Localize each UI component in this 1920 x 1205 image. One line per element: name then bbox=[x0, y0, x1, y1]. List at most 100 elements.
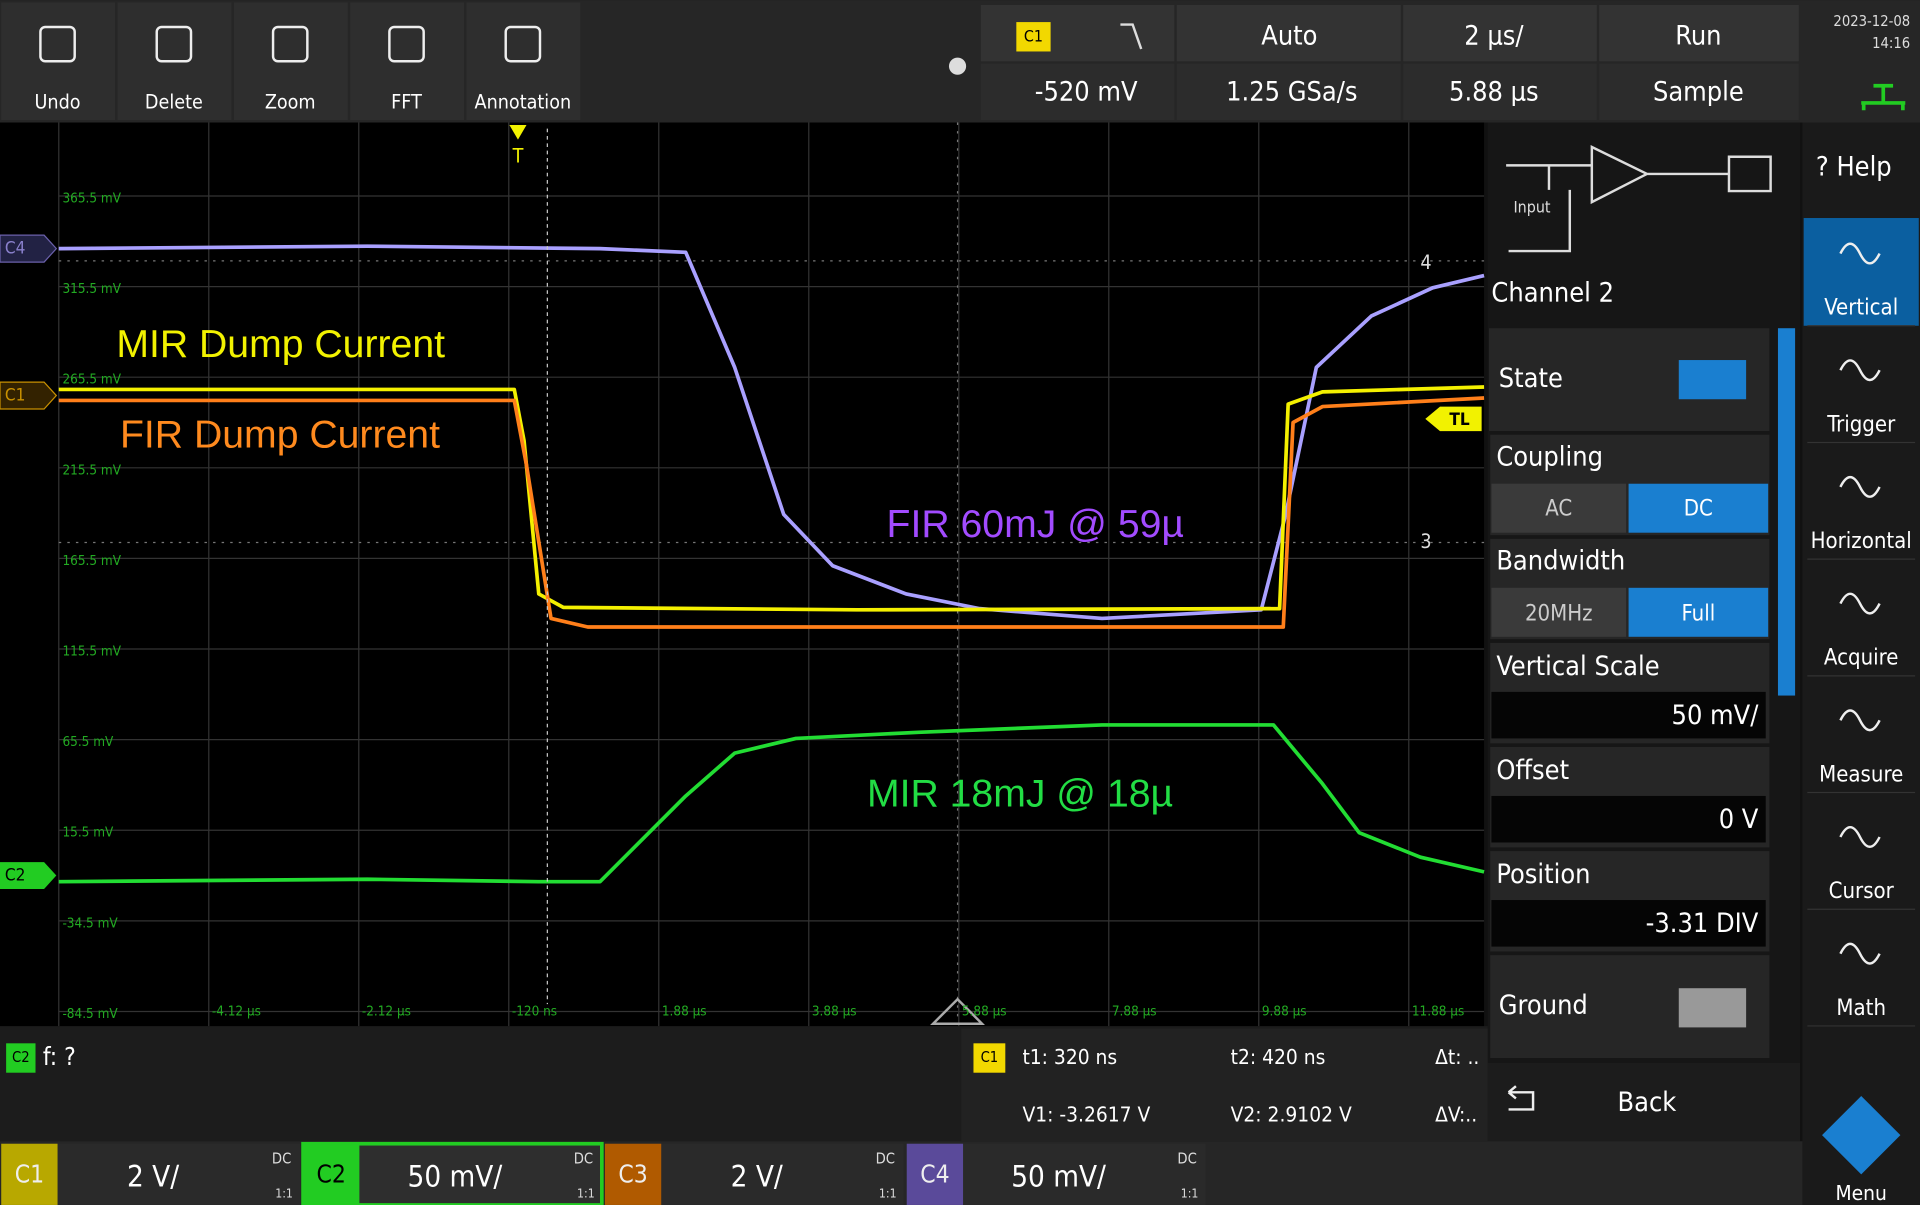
y-label: 65.5 mV bbox=[62, 735, 114, 750]
time-scale: 2 µs/ bbox=[1464, 20, 1524, 51]
cursor-value: V1: -3.2617 V bbox=[1022, 1103, 1150, 1127]
sidebar-item[interactable]: Trigger bbox=[1826, 412, 1896, 437]
measure-channel: C2 bbox=[12, 1049, 30, 1066]
back-label: Back bbox=[1618, 1087, 1677, 1118]
x-label: 3.88 µs bbox=[812, 1004, 857, 1019]
channel-ratio: 1:1 bbox=[879, 1186, 897, 1200]
settings-icon bbox=[949, 58, 966, 75]
y-label: 115.5 mV bbox=[62, 644, 121, 659]
button-label: Delete bbox=[145, 90, 203, 113]
menu-button[interactable]: Menu bbox=[1836, 1181, 1887, 1205]
cursor-value: Δt: .. bbox=[1435, 1045, 1479, 1069]
acquire-mode: Sample bbox=[1653, 77, 1744, 108]
option-label: AC bbox=[1545, 496, 1572, 521]
setting-label: Ground bbox=[1499, 990, 1588, 1021]
channel-coupling: DC bbox=[272, 1151, 291, 1168]
channel-ratio: 1:1 bbox=[275, 1186, 293, 1200]
button-label: Undo bbox=[35, 90, 81, 113]
channel-marker: C1 bbox=[5, 386, 26, 406]
channel-name: C3 bbox=[618, 1160, 647, 1189]
channel-coupling: DC bbox=[574, 1151, 593, 1168]
plot-area bbox=[0, 123, 1484, 1027]
channel-scale: 50 mV/ bbox=[1011, 1160, 1106, 1194]
sidebar-item[interactable]: Acquire bbox=[1824, 646, 1899, 671]
option-label: DC bbox=[1684, 496, 1713, 521]
annotation: MIR 18mJ @ 18µ bbox=[867, 772, 1173, 815]
channel-name: C2 bbox=[317, 1160, 346, 1189]
y-label: 15.5 mV bbox=[62, 826, 114, 841]
sidebar-item[interactable]: Horizontal bbox=[1811, 529, 1912, 554]
cursor-channel: C1 bbox=[981, 1049, 999, 1066]
reference-marker: 4 bbox=[1420, 251, 1431, 274]
x-label: 11.88 µs bbox=[1412, 1004, 1465, 1019]
date: 2023-12-08 bbox=[1833, 13, 1910, 30]
trigger-label: T bbox=[512, 144, 524, 167]
setting-label: Coupling bbox=[1496, 442, 1603, 473]
channel-marker: C2 bbox=[5, 866, 26, 886]
channel-ratio: 1:1 bbox=[577, 1186, 595, 1200]
ground-toggle[interactable] bbox=[1679, 988, 1746, 1027]
time: 14:16 bbox=[1872, 35, 1910, 52]
trigger-source: C1 bbox=[1024, 26, 1043, 45]
x-label: 5.88 µs bbox=[962, 1004, 1007, 1019]
x-label: 7.88 µs bbox=[1112, 1004, 1157, 1019]
cursor-value: t2: 420 ns bbox=[1231, 1045, 1326, 1069]
help-button[interactable]: ? Help bbox=[1816, 151, 1892, 182]
x-label: 1.88 µs bbox=[662, 1004, 707, 1019]
state-toggle[interactable] bbox=[1679, 360, 1746, 399]
cursor-value: ΔV:.. bbox=[1435, 1103, 1477, 1127]
setting-label: Position bbox=[1496, 859, 1590, 890]
channel-coupling: DC bbox=[1177, 1151, 1196, 1168]
channel-scale: 50 mV/ bbox=[408, 1160, 503, 1194]
button-label: FFT bbox=[391, 90, 422, 113]
y-label: -84.5 mV bbox=[62, 1007, 118, 1022]
option-label: Full bbox=[1681, 602, 1715, 627]
reference-marker: 3 bbox=[1420, 530, 1431, 553]
channel-ratio: 1:1 bbox=[1181, 1186, 1199, 1200]
x-label: 9.88 µs bbox=[1262, 1004, 1307, 1019]
option-label: 20MHz bbox=[1525, 602, 1593, 627]
channel-marker: C4 bbox=[5, 239, 26, 259]
trigger-level-label: TL bbox=[1449, 410, 1470, 430]
body: 365.5 mV 3 15.5 mV 265.5 mV 215.5 mV 165.5 mV… bbox=[0, 0, 1920, 1205]
channel-coupling: DC bbox=[876, 1151, 895, 1168]
trigger-mode: Auto bbox=[1261, 20, 1317, 51]
setting-value: 50 mV/ bbox=[1672, 700, 1760, 731]
annotation: FIR Dump Current bbox=[120, 414, 440, 457]
x-label: -4.12 µs bbox=[212, 1004, 261, 1019]
setting-label: Vertical Scale bbox=[1496, 651, 1659, 682]
scrollbar bbox=[1778, 328, 1795, 695]
x-label: -2.12 µs bbox=[362, 1004, 411, 1019]
y-label: 365.5 mV bbox=[62, 191, 121, 206]
sidebar-item[interactable]: Cursor bbox=[1829, 879, 1895, 904]
annotation: FIR 60mJ @ 59µ bbox=[887, 503, 1184, 546]
sample-rate: 1.25 GSa/s bbox=[1226, 77, 1357, 108]
run-state[interactable]: Run bbox=[1675, 20, 1721, 51]
x-label: -120 ns bbox=[512, 1004, 557, 1019]
y-label: 215.5 mV bbox=[62, 463, 121, 478]
y-label: 265.5 mV bbox=[62, 373, 121, 388]
trigger-level: -520 mV bbox=[1035, 77, 1138, 108]
sidebar-item[interactable]: Math bbox=[1836, 996, 1886, 1021]
measure-label: f: ? bbox=[43, 1042, 76, 1071]
sidebar-item[interactable]: Measure bbox=[1819, 762, 1903, 787]
channel-name: C4 bbox=[920, 1160, 949, 1189]
cursor-value: t1: 320 ns bbox=[1022, 1045, 1117, 1069]
sidebar-item[interactable]: Vertical bbox=[1824, 296, 1898, 321]
setting-value: 0 V bbox=[1719, 804, 1759, 835]
setting-value: -3.31 DIV bbox=[1646, 908, 1759, 939]
channel-scale: 2 V/ bbox=[731, 1160, 783, 1194]
status-cell bbox=[981, 5, 1174, 61]
time-position: 5.88 µs bbox=[1449, 77, 1539, 108]
diagram-label: Input bbox=[1513, 198, 1550, 217]
setting-label: Offset bbox=[1496, 755, 1569, 786]
annotation: MIR Dump Current bbox=[116, 323, 445, 366]
cursor-value: V2: 2.9102 V bbox=[1231, 1103, 1352, 1127]
y-label: 165.5 mV bbox=[62, 554, 121, 569]
page: {"toolbar":{"buttons":["Undo","Delete","… bbox=[0, 0, 1920, 1205]
setting-label: State bbox=[1499, 363, 1563, 394]
y-label: -34.5 mV bbox=[62, 916, 118, 931]
screen: 365.5 mV 3 15.5 mV 265.5 mV 215.5 mV 165.5 mV… bbox=[0, 0, 1920, 1205]
panel-title: Channel 2 bbox=[1491, 277, 1614, 308]
setting-label: Bandwidth bbox=[1496, 546, 1625, 577]
